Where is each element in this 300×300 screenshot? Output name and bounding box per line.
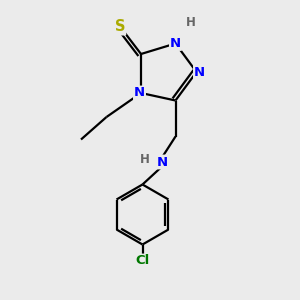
- Text: Cl: Cl: [135, 254, 150, 268]
- Text: H: H: [186, 16, 195, 29]
- Text: N: N: [194, 65, 205, 79]
- Text: N: N: [134, 86, 145, 100]
- Text: H: H: [140, 152, 149, 166]
- Text: N: N: [156, 155, 168, 169]
- Text: N: N: [170, 37, 181, 50]
- Text: S: S: [115, 20, 125, 34]
